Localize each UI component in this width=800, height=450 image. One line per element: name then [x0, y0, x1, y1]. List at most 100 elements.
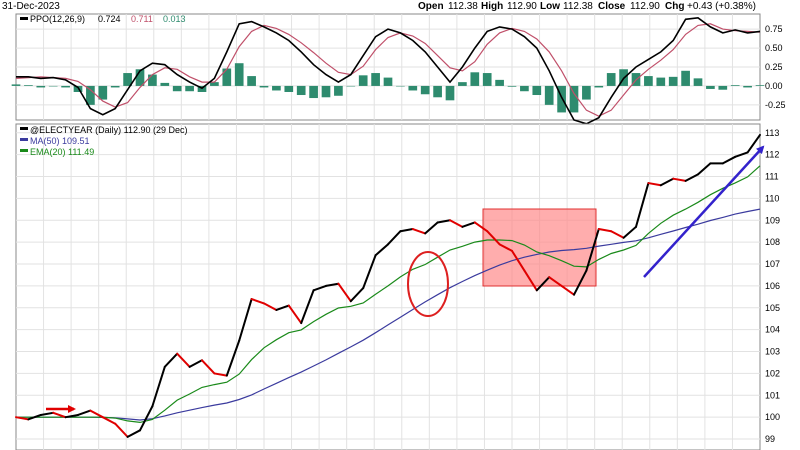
ppo-hist-bar — [569, 85, 579, 113]
open-value: 112.38 — [448, 1, 478, 12]
high-label: High — [481, 1, 503, 12]
price-legend: @ELECTYEAR (Daily) 112.90 (29 Dec) MA(50… — [20, 125, 188, 157]
open-label: Open — [418, 1, 444, 12]
price-segment — [560, 284, 575, 296]
ppo-hist-bar — [247, 76, 256, 86]
price-tick-label: 110 — [765, 193, 779, 203]
ppo-hist-bar — [482, 73, 492, 86]
ppo-legend: PPO(12,26,9) 0.724 0.711 0.013 — [20, 14, 186, 24]
ppo-hist-bar — [470, 72, 480, 86]
ppo-hist-bar — [36, 85, 46, 88]
ppo-hist-bar — [259, 85, 269, 88]
ppo-tick-label: -0.25 — [765, 100, 786, 110]
price-segment — [672, 177, 687, 182]
price-segment — [27, 413, 42, 421]
price-segment — [449, 219, 464, 228]
ppo-hist-bar — [594, 85, 604, 88]
ppo-hist-bar — [160, 82, 170, 86]
ppo-legend-signal: 0.711 — [131, 14, 153, 24]
ppo-hist-bar — [445, 85, 455, 101]
price-segment — [39, 411, 55, 416]
ppo-hist-bar — [458, 82, 467, 86]
ppo-hist-bar — [110, 85, 120, 88]
date-label: 31-Dec-2023 — [2, 1, 60, 12]
price-tick-label: 104 — [765, 325, 780, 335]
ppo-hist-bar — [520, 85, 529, 92]
ppo-hist-bar — [383, 77, 393, 86]
ppo-line — [16, 16, 761, 125]
ppo-hist-bar — [48, 85, 58, 87]
price-tick-label: 112 — [765, 150, 779, 160]
ppo-tick-label: 0.00 — [765, 81, 783, 91]
price-tick-label: 105 — [765, 303, 780, 313]
ppo-hist-bar — [123, 73, 132, 86]
ohlc-header: Open 112.38 High 112.90 Low 112.38 Close… — [418, 1, 756, 12]
price-tick-label: 99 — [765, 434, 775, 444]
price-segment — [610, 230, 625, 239]
ppo-hist-bar — [135, 69, 145, 86]
price-segment — [213, 372, 228, 377]
consolidation-box — [482, 208, 597, 287]
price-segment — [659, 177, 675, 187]
price-segment — [436, 219, 451, 224]
ppo-hist-bar — [24, 85, 33, 86]
price-segment — [635, 182, 650, 228]
price-y-axis: 113 112 111 110 109 108 107 106 105 104 103 102 101 1… — [765, 128, 780, 444]
ppo-hist-bar — [718, 85, 728, 90]
price-grid — [16, 124, 760, 450]
price-segment — [176, 352, 191, 368]
price-segment — [312, 284, 327, 292]
price-segment — [697, 162, 712, 176]
price-segment — [362, 254, 377, 290]
ppo-hist-bar — [495, 79, 504, 86]
close-label: Close — [598, 1, 626, 12]
price-segment — [263, 302, 278, 311]
ppo-hist-bar — [371, 73, 380, 86]
price-segment — [486, 230, 501, 246]
price-segment — [647, 182, 662, 187]
price-legend-symbol: @ELECTYEAR (Daily) 112.90 (29 Dec) — [30, 125, 188, 135]
price-segment — [201, 359, 216, 375]
ppo-hist-bar — [544, 85, 554, 105]
price-segment — [473, 221, 489, 233]
price-segment — [225, 339, 241, 377]
price-tick-label: 108 — [765, 237, 780, 247]
ppo-hist-bar — [296, 85, 306, 96]
price-line — [15, 133, 761, 438]
ppo-hist-bar — [433, 85, 442, 98]
ppo-hist-bar — [172, 85, 182, 92]
price-segment — [535, 276, 551, 292]
ppo-hist-bar — [396, 85, 405, 87]
price-segment — [746, 133, 761, 154]
ppo-hist-bar — [693, 78, 703, 86]
ma-legend-swatch — [20, 138, 28, 141]
price-segment — [387, 230, 402, 246]
price-tick-label: 101 — [765, 390, 780, 400]
price-segment — [188, 359, 203, 368]
price-segment — [498, 243, 513, 252]
ppo-hist-bar — [681, 70, 690, 86]
price-segment — [337, 282, 352, 303]
ppo-hist-bar — [656, 77, 666, 86]
price-segment — [684, 173, 699, 182]
price-segment — [101, 416, 117, 425]
price-segment — [597, 228, 613, 233]
ppo-hist-bar — [334, 85, 343, 96]
ppo-hist-bar — [532, 85, 542, 96]
price-legend-swatch — [20, 127, 28, 130]
ppo-hist-bar — [582, 85, 591, 100]
price-segment — [139, 405, 154, 432]
price-segment — [163, 352, 179, 368]
ppo-legend-hist: 0.013 — [163, 14, 186, 24]
ppo-hist-bar — [644, 76, 653, 86]
price-segment — [734, 151, 749, 158]
high-value: 112.90 — [507, 1, 537, 12]
price-segment — [250, 298, 265, 305]
ppo-y-axis: 0.75 0.50 0.25 0.00 -0.25 — [765, 24, 786, 110]
ppo-hist-bar — [86, 85, 95, 105]
price-tick-label: 111 — [765, 172, 779, 182]
ppo-hist-bar — [309, 85, 318, 99]
price-segment — [114, 422, 129, 438]
ppo-hist-bar — [408, 85, 418, 91]
